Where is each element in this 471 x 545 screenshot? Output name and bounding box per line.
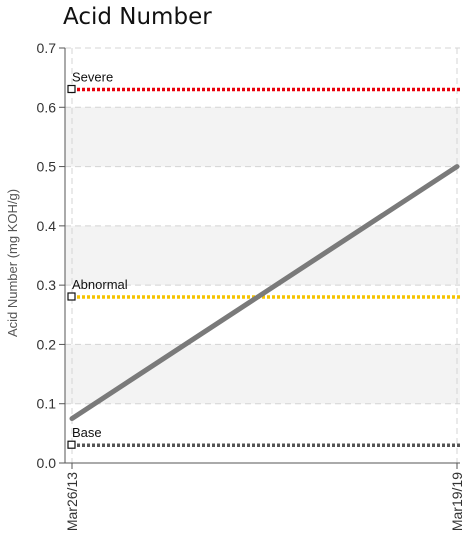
chart-title: Acid Number xyxy=(63,4,212,30)
threshold-label-abnormal: Abnormal xyxy=(72,277,128,292)
y-tick-label: 0.7 xyxy=(37,40,57,56)
background-band xyxy=(65,107,460,167)
series-lines xyxy=(69,164,460,422)
threshold-marker xyxy=(67,292,76,301)
y-tick-label: 0.3 xyxy=(37,277,57,293)
y-axis-label: Acid Number (mg KOH/g) xyxy=(5,189,20,337)
series-line xyxy=(69,164,460,422)
x-tick-label: Mar26/13 xyxy=(64,472,80,531)
threshold-label-severe: Severe xyxy=(72,70,113,85)
threshold-lines: Severe Abnormal Base xyxy=(67,70,460,449)
y-tick-label: 0.0 xyxy=(37,455,57,471)
y-tick-label: 0.4 xyxy=(37,218,57,234)
y-tick-label: 0.6 xyxy=(37,99,57,115)
x-tick-label: Mar19/19 xyxy=(449,472,465,531)
axes xyxy=(59,47,460,469)
background-bands xyxy=(65,107,460,404)
y-tick-label: 0.5 xyxy=(37,159,57,175)
threshold-marker xyxy=(67,440,76,449)
tick-labels: 0.0 0.1 0.2 0.3 0.4 0.5 0.6 0.7 Mar26/13 Mar19/19 xyxy=(37,40,465,531)
background-band xyxy=(65,225,460,286)
background-band xyxy=(65,344,460,404)
threshold-label-base: Base xyxy=(72,425,102,440)
threshold-marker xyxy=(67,84,76,94)
gridlines xyxy=(65,47,460,463)
y-tick-label: 0.1 xyxy=(37,396,57,412)
y-tick-label: 0.2 xyxy=(37,336,57,352)
